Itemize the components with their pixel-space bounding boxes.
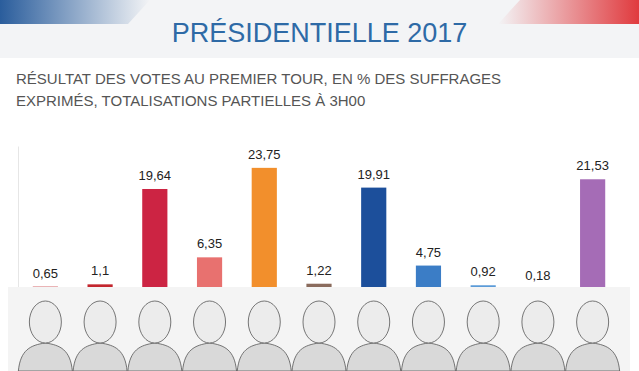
header-stripe <box>498 0 639 24</box>
portrait-strip <box>8 287 630 371</box>
bar <box>580 179 605 290</box>
portrait-head <box>358 301 390 343</box>
portrait-body <box>128 343 182 371</box>
bar <box>197 257 222 290</box>
portrait-head <box>139 301 171 343</box>
portrait <box>347 301 401 371</box>
portrait-body <box>511 343 565 371</box>
data-label: 21,53 <box>576 158 609 173</box>
data-label: 19,91 <box>357 167 390 182</box>
portrait-head <box>248 301 280 343</box>
portrait-head <box>467 301 499 343</box>
portrait-body <box>401 343 455 371</box>
portrait <box>18 301 72 371</box>
y-axis <box>18 147 19 291</box>
portrait-head <box>522 301 554 343</box>
header-bg <box>0 0 639 58</box>
bars <box>33 168 605 290</box>
data-label: 0,92 <box>471 264 496 279</box>
portrait <box>183 301 237 371</box>
data-label: 1,22 <box>306 263 331 278</box>
data-labels: 0,65 1,1 19,64 6,35 23,75 1,22 19,91 4,75 0,92 0,… <box>33 147 609 283</box>
portrait-head <box>577 301 609 343</box>
title: PRÉSIDENTIELLE 2017 <box>172 18 468 48</box>
bar <box>252 168 277 290</box>
portrait-body <box>292 343 346 371</box>
portrait-head <box>303 301 335 343</box>
bar <box>142 189 167 290</box>
portrait <box>456 301 510 371</box>
header-stripe <box>0 0 150 24</box>
portrait <box>566 301 620 371</box>
portrait-body <box>456 343 510 371</box>
chart: PRÉSIDENTIELLE 2017 RÉSULTAT DES VOTES AU… <box>0 0 639 371</box>
bar <box>361 188 386 290</box>
portrait-body <box>347 343 401 371</box>
subtitle: RÉSULTAT DES VOTES AU PREMIER TOUR, EN %… <box>16 70 501 87</box>
portrait-body <box>566 343 620 371</box>
bar <box>416 266 441 290</box>
subtitle: EXPRIMÉS, TOTALISATIONS PARTIELLES À 3H0… <box>16 92 365 109</box>
portrait-body <box>18 343 72 371</box>
data-label: 0,65 <box>33 266 58 281</box>
portrait-body <box>183 343 237 371</box>
portrait-body <box>73 343 127 371</box>
portrait <box>511 301 565 371</box>
data-label: 23,75 <box>248 147 281 162</box>
data-label: 0,18 <box>525 268 550 283</box>
y-axis-line <box>18 147 19 291</box>
strip-bg <box>8 287 630 371</box>
portrait <box>292 301 346 371</box>
portrait <box>73 301 127 371</box>
data-label: 19,64 <box>139 168 172 183</box>
portrait-head <box>29 301 61 343</box>
portrait-body <box>237 343 291 371</box>
data-label: 6,35 <box>197 236 222 251</box>
portrait-head <box>412 301 444 343</box>
portrait <box>401 301 455 371</box>
portrait-head <box>84 301 116 343</box>
x-axis <box>45 290 592 291</box>
portrait-head <box>194 301 226 343</box>
data-label: 1,1 <box>91 263 109 278</box>
portrait <box>128 301 182 371</box>
portrait <box>237 301 291 371</box>
data-label: 4,75 <box>416 245 441 260</box>
